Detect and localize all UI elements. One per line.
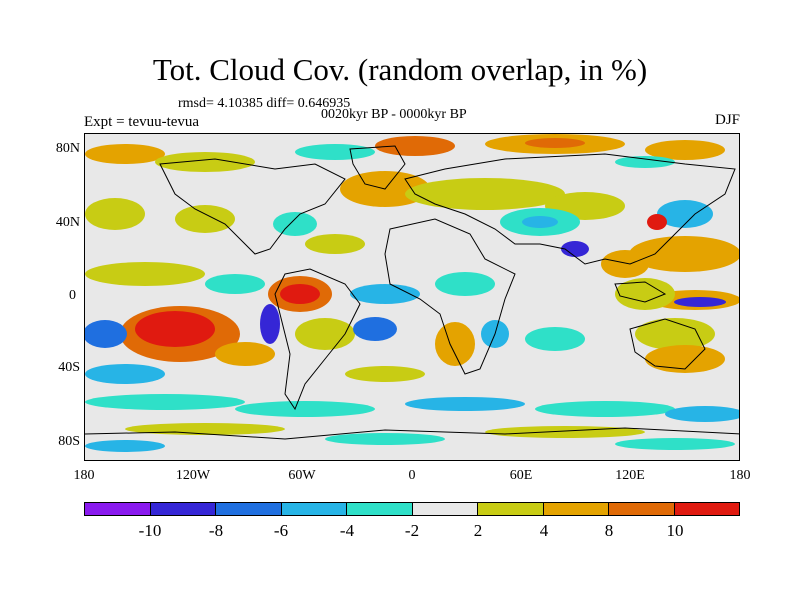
colorbar-label: -6 bbox=[273, 521, 289, 540]
colorbar-label: -10 bbox=[138, 521, 162, 540]
colorbar-swatch bbox=[216, 503, 282, 515]
anomaly-patches bbox=[85, 134, 739, 452]
lon-label-180e: 180 bbox=[729, 468, 751, 483]
lat-label-80s: 80S bbox=[58, 434, 80, 449]
colorbar-label: 4 bbox=[539, 521, 549, 540]
lon-label-60e: 60E bbox=[509, 468, 533, 483]
colorbar-label: -2 bbox=[404, 521, 420, 540]
map-title: Tot. Cloud Cov. (random overlap, in %) bbox=[152, 52, 648, 87]
lat-label-0: 0 bbox=[69, 288, 76, 303]
lon-label-120e: 120E bbox=[615, 468, 645, 483]
colorbar-label: -4 bbox=[339, 521, 355, 540]
colorbar-swatch bbox=[85, 503, 151, 515]
lat-label-40s: 40S bbox=[58, 360, 80, 375]
map-panel bbox=[84, 133, 740, 461]
colorbar-swatch bbox=[281, 503, 347, 515]
colorbar-swatch bbox=[150, 503, 216, 515]
period-text: 0020kyr BP - 0000kyr BP bbox=[321, 107, 467, 122]
colorbar-swatch bbox=[674, 503, 739, 515]
lat-label-40n: 40N bbox=[55, 215, 80, 230]
colorbar-swatch bbox=[478, 503, 544, 515]
colorbar-label: 2 bbox=[473, 521, 483, 540]
lon-label-120w: 120W bbox=[175, 468, 211, 483]
colorbar-swatch bbox=[347, 503, 413, 515]
colorbar bbox=[84, 502, 740, 516]
stats-text: rmsd= 4.10385 diff= 0.646935 bbox=[178, 96, 351, 111]
colorbar-swatch bbox=[609, 503, 675, 515]
lon-label-0: 0 bbox=[408, 468, 416, 483]
lon-label-180w: 180 bbox=[73, 468, 95, 483]
lon-label-60w: 60W bbox=[288, 468, 316, 483]
coastlines bbox=[85, 145, 739, 440]
colorbar-swatch bbox=[543, 503, 609, 515]
season-label: DJF bbox=[714, 112, 740, 128]
cloud-cover-map bbox=[85, 134, 739, 460]
experiment-label: Expt = tevuu-tevua bbox=[84, 114, 200, 130]
colorbar-label: 10 bbox=[666, 521, 684, 540]
colorbar-label: -8 bbox=[208, 521, 224, 540]
colorbar-swatch bbox=[412, 503, 478, 515]
lat-label-80n: 80N bbox=[55, 141, 80, 156]
colorbar-label: 8 bbox=[604, 521, 614, 540]
